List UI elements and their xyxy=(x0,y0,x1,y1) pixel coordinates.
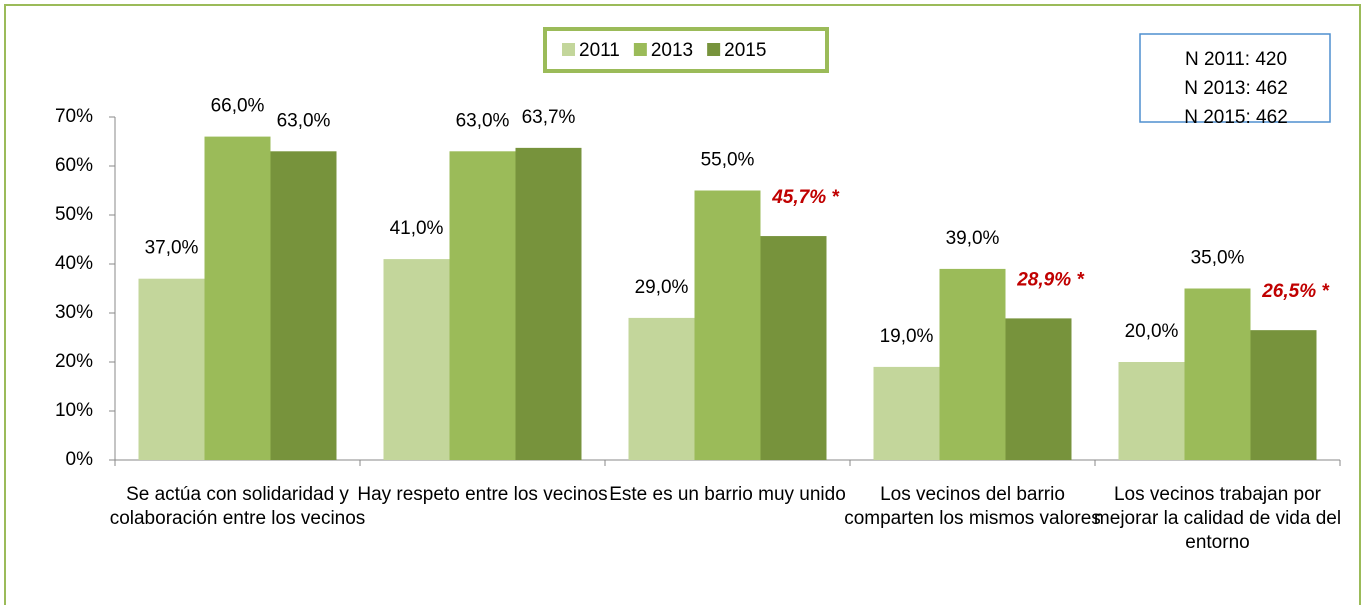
bar xyxy=(270,151,337,461)
legend-label: 2011 xyxy=(579,40,620,61)
bar xyxy=(515,147,582,460)
data-label: 66,0% xyxy=(211,96,265,117)
y-tick-label: 20% xyxy=(55,351,93,372)
data-label: 29,0% xyxy=(635,277,689,298)
bar xyxy=(939,268,1006,460)
data-label: 55,0% xyxy=(701,150,755,171)
bar xyxy=(383,259,450,460)
chart-border xyxy=(4,4,1361,605)
bar xyxy=(1005,318,1072,460)
bar xyxy=(138,278,205,460)
data-label: 63,7% xyxy=(522,107,576,128)
legend-swatch xyxy=(562,43,575,56)
y-tick-label: 30% xyxy=(55,302,93,323)
data-label: 41,0% xyxy=(390,218,444,239)
data-label: 35,0% xyxy=(1191,248,1245,269)
bar xyxy=(1118,362,1185,460)
bar xyxy=(1250,330,1317,460)
data-label: 26,5% * xyxy=(1261,281,1330,302)
legend-label: 2013 xyxy=(651,40,693,61)
legend-swatch xyxy=(633,43,647,56)
bar xyxy=(628,317,695,460)
note-box xyxy=(1139,33,1331,123)
x-tick-label: Se actúa con solidaridad y colaboración … xyxy=(109,484,366,529)
bar xyxy=(449,151,516,461)
data-label: 19,0% xyxy=(880,326,934,347)
x-tick-label: Este es un barrio muy unido xyxy=(609,484,846,505)
data-label: 39,0% xyxy=(946,228,1000,249)
data-label: 63,0% xyxy=(456,110,510,131)
y-tick-label: 10% xyxy=(55,400,93,421)
bar xyxy=(204,136,271,460)
data-label: 20,0% xyxy=(1125,321,1179,342)
legend-box xyxy=(543,27,829,73)
x-tick-label: Los vecinos trabajan por mejorar la cali… xyxy=(1093,484,1342,553)
data-label: 45,7% * xyxy=(771,187,840,208)
bar xyxy=(1184,288,1251,460)
note-text: N 2011: 420 xyxy=(1185,49,1287,70)
legend-swatch xyxy=(707,43,721,56)
x-tick-label: Los vecinos del barrio comparten los mis… xyxy=(844,484,1101,529)
bar xyxy=(873,366,940,460)
bar xyxy=(694,190,761,460)
y-tick-label: 0% xyxy=(66,449,94,470)
y-tick-label: 40% xyxy=(55,253,93,274)
y-tick-label: 70% xyxy=(55,106,93,127)
y-tick-label: 60% xyxy=(55,155,93,176)
bar xyxy=(760,236,827,460)
data-label: 63,0% xyxy=(277,110,331,131)
data-label: 37,0% xyxy=(145,238,199,259)
x-tick-label: Hay respeto entre los vecinos xyxy=(357,484,608,505)
legend-label: 2015 xyxy=(724,40,766,61)
note-text: N 2013: 462 xyxy=(1184,78,1288,99)
y-tick-label: 50% xyxy=(55,204,93,225)
data-label: 28,9% * xyxy=(1016,269,1085,290)
note-text: N 2015: 462 xyxy=(1184,107,1288,128)
